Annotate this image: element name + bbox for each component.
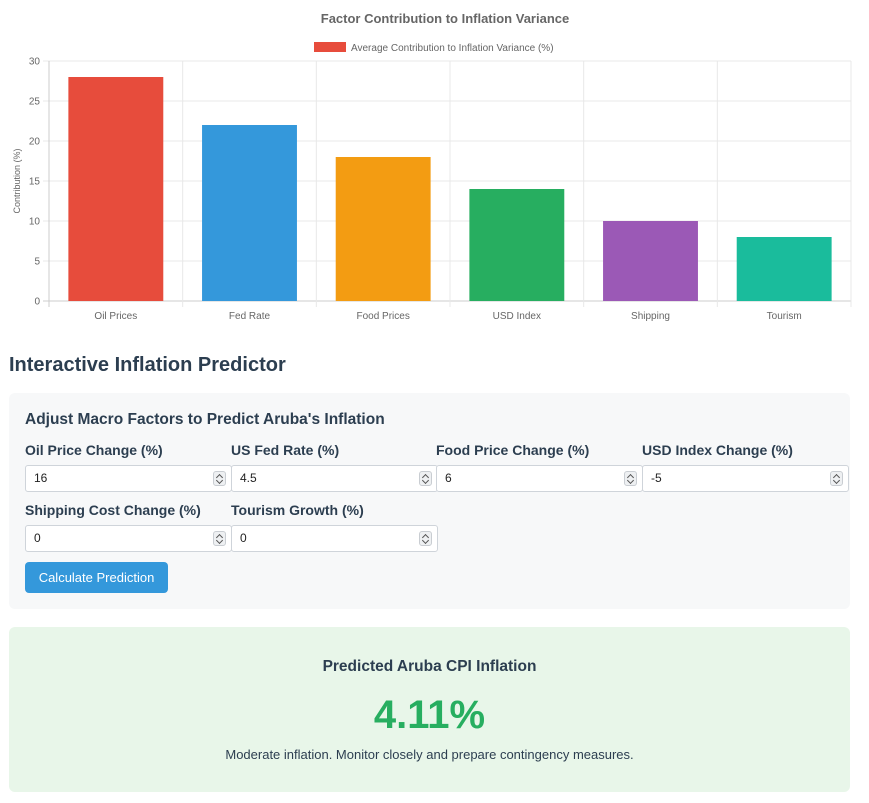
oil-price-field: Oil Price Change (%) 16 <box>25 441 232 492</box>
bar-shipping <box>603 221 698 301</box>
spinner-icon[interactable] <box>213 531 226 546</box>
bar-usd-index <box>469 189 565 301</box>
x-tick-label: USD Index <box>493 311 541 322</box>
fed-rate-field: US Fed Rate (%) 4.5 <box>231 441 438 492</box>
food-price-input[interactable]: 6 <box>436 465 643 492</box>
shipping-cost-field: Shipping Cost Change (%) 0 <box>25 501 232 552</box>
y-tick-label: 15 <box>29 177 41 188</box>
legend-swatch <box>314 42 346 52</box>
tourism-growth-field: Tourism Growth (%) 0 <box>231 501 438 552</box>
x-tick-label: Tourism <box>767 311 802 322</box>
shipping-cost-value: 0 <box>34 531 41 545</box>
fed-rate-input[interactable]: 4.5 <box>231 465 438 492</box>
oil-price-value: 16 <box>34 471 48 485</box>
usd-index-value: -5 <box>651 471 662 485</box>
bar-fed-rate <box>202 125 297 301</box>
y-tick-label: 25 <box>29 97 41 108</box>
fed-rate-value: 4.5 <box>240 471 257 485</box>
y-tick-label: 30 <box>29 57 41 68</box>
predicted-inflation-value: 4.11% <box>373 693 486 737</box>
x-tick-label: Shipping <box>631 311 670 322</box>
y-tick-label: 20 <box>29 137 41 148</box>
predictor-panel: Adjust Macro Factors to Predict Aruba's … <box>9 393 850 609</box>
shipping-cost-input[interactable]: 0 <box>25 525 232 552</box>
y-tick-label: 0 <box>34 297 40 308</box>
result-title: Predicted Aruba CPI Inflation <box>322 658 537 675</box>
spinner-icon[interactable] <box>213 471 226 486</box>
food-price-value: 6 <box>445 471 452 485</box>
x-tick-label: Food Prices <box>356 311 409 322</box>
tourism-growth-label: Tourism Growth (%) <box>231 502 364 518</box>
y-axis-label: Contribution (%) <box>12 148 22 213</box>
fed-rate-label: US Fed Rate (%) <box>231 442 340 458</box>
spinner-icon[interactable] <box>830 471 843 486</box>
bar-tourism <box>736 237 832 301</box>
panel-title: Adjust Macro Factors to Predict Aruba's … <box>25 411 385 428</box>
x-tick-label: Oil Prices <box>94 311 137 322</box>
food-price-label: Food Price Change (%) <box>436 442 590 458</box>
shipping-cost-label: Shipping Cost Change (%) <box>25 502 201 518</box>
x-tick-label: Fed Rate <box>229 311 271 322</box>
usd-index-label: USD Index Change (%) <box>642 442 793 458</box>
tourism-growth-input[interactable]: 0 <box>231 525 438 552</box>
y-tick-label: 5 <box>34 257 40 268</box>
predictor-section-title: Interactive Inflation Predictor <box>9 354 286 376</box>
tourism-growth-value: 0 <box>240 531 247 545</box>
spinner-icon[interactable] <box>624 471 637 486</box>
food-price-field: Food Price Change (%) 6 <box>436 441 643 492</box>
bar-food-prices <box>335 157 431 301</box>
usd-index-field: USD Index Change (%) -5 <box>642 441 849 492</box>
bar-oil-prices <box>68 77 164 301</box>
oil-price-input[interactable]: 16 <box>25 465 232 492</box>
spinner-icon[interactable] <box>419 471 432 486</box>
usd-index-input[interactable]: -5 <box>642 465 849 492</box>
spinner-icon[interactable] <box>419 531 432 546</box>
calculate-prediction-button[interactable]: Calculate Prediction <box>25 562 168 593</box>
result-message: Moderate inflation. Monitor closely and … <box>225 747 634 762</box>
oil-price-label: Oil Price Change (%) <box>25 442 163 458</box>
y-tick-label: 10 <box>29 217 41 228</box>
prediction-result-card: Predicted Aruba CPI Inflation 4.11% Mode… <box>9 627 850 792</box>
chart-title: Factor Contribution to Inflation Varianc… <box>321 11 569 26</box>
legend-label: Average Contribution to Inflation Varian… <box>351 43 554 54</box>
contribution-bar-chart: Factor Contribution to Inflation Varianc… <box>12 11 852 322</box>
